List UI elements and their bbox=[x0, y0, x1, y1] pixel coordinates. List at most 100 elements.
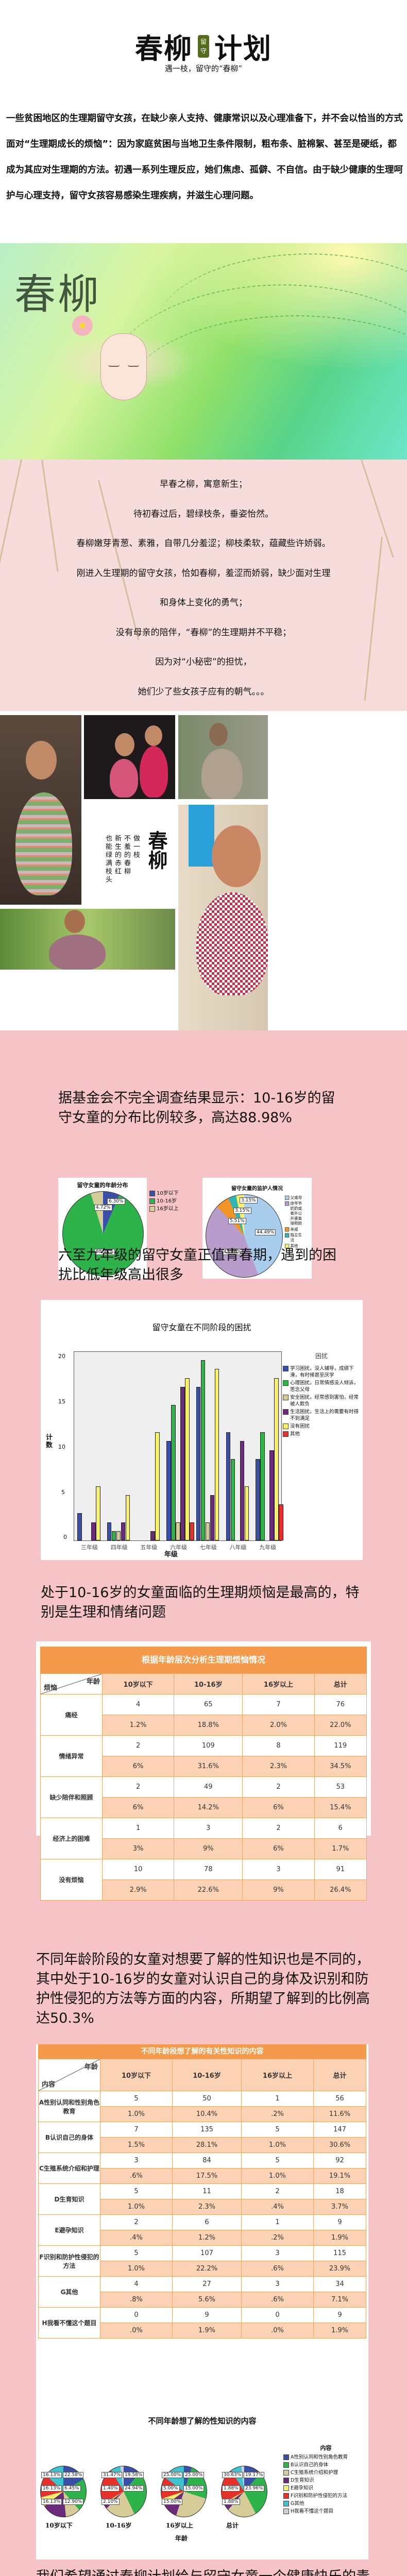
legend-knowledge: 内容 A性别认同和性别角色教育 B认识自己的身体 C生殖系统介绍和护理 D生育知… bbox=[283, 2444, 368, 2516]
pie-slice-label: 12.90% bbox=[63, 2499, 84, 2505]
percent-cell: 7.1% bbox=[313, 2292, 367, 2308]
count-cell: 107 bbox=[172, 2245, 242, 2261]
count-cell: 3 bbox=[241, 2276, 314, 2292]
row-label: 没有烦恼 bbox=[40, 1859, 103, 1901]
percent-cell: 15.4% bbox=[314, 1797, 367, 1818]
column-header: 16岁以上 bbox=[241, 2059, 314, 2091]
pie-slice-label: 24.94% bbox=[123, 2485, 144, 2492]
count-cell: 2 bbox=[101, 1735, 175, 1756]
percent-cell: 6% bbox=[242, 1838, 315, 1859]
count-cell: 84 bbox=[172, 2153, 242, 2168]
column-header: 总计 bbox=[314, 1673, 367, 1694]
table-row: 2.9% 22.6% 9% 26.4% bbox=[41, 1879, 367, 1901]
percent-cell: 1.2% bbox=[101, 1715, 175, 1736]
table-row: E避孕知识 2 6 1 9 bbox=[38, 2214, 367, 2246]
count-cell: 2 bbox=[242, 1776, 315, 1798]
table-row: .8% 5.6% .6% 7.1% bbox=[39, 2292, 367, 2308]
count-cell: 9 bbox=[313, 2214, 367, 2230]
poem-line: 因为对“小秘密”的担忧， bbox=[155, 657, 252, 667]
count-cell: 91 bbox=[314, 1859, 367, 1880]
pie-panel-name: 总计 bbox=[226, 2522, 239, 2529]
table-row: D生育知识 5 11 2 18 bbox=[38, 2183, 367, 2215]
closed-eye-icon bbox=[108, 365, 120, 367]
count-cell: 1 bbox=[101, 1818, 175, 1839]
table-row: 1.0% 22.2% .6% 23.9% bbox=[39, 2261, 367, 2277]
table-row: H我看不懂这个题目 0 9 0 9 bbox=[38, 2307, 367, 2338]
percent-cell: 2.3% bbox=[242, 1756, 315, 1777]
count-cell: 11 bbox=[172, 2183, 242, 2199]
pie-slice-label: 6.45% bbox=[63, 2485, 81, 2492]
pie-slice-label: 19.58% bbox=[123, 2472, 144, 2478]
x-tick-label: 九年级 bbox=[259, 1544, 277, 1551]
pie-panel-name: 10-16岁 bbox=[106, 2522, 132, 2529]
percent-cell: 1.5% bbox=[99, 2137, 173, 2153]
seal-badge: 留 守 bbox=[198, 35, 209, 58]
bar bbox=[111, 1531, 116, 1540]
bar bbox=[166, 1441, 171, 1540]
table-title: 根据年龄层次分析生理期烦恼情况 bbox=[40, 1647, 367, 1673]
percent-cell: .4% bbox=[241, 2199, 314, 2215]
column-header: 10-16岁 bbox=[172, 2059, 242, 2091]
x-axis-label: 年级 bbox=[164, 1551, 178, 1558]
count-cell: 27 bbox=[172, 2276, 242, 2292]
bar bbox=[116, 1531, 121, 1540]
poem-lines: 早春之柳，寓意新生； 待初春过后，碧绿枝条，垂姿怡然。 春柳嫩芽青葱、素雅，自带… bbox=[0, 470, 407, 707]
count-cell: 49 bbox=[174, 1776, 243, 1798]
percent-cell: 10.4% bbox=[172, 2106, 242, 2122]
bar bbox=[176, 1522, 180, 1540]
bar bbox=[230, 1459, 235, 1540]
percent-cell: .6% bbox=[241, 2292, 314, 2308]
column-header: 10-16岁 bbox=[174, 1673, 243, 1694]
page-header: 春柳 留 守 计划 遇一枝，留守的“春柳” bbox=[0, 0, 407, 103]
data-section: 据基金会不完全调查结果显示：10-16岁的留守女童的分布比例较多，高达88.98… bbox=[0, 1030, 407, 2576]
count-cell: 92 bbox=[313, 2153, 367, 2168]
title-right: 计划 bbox=[214, 32, 272, 65]
claim-sex-knowledge: 不同年龄阶段的女童对想要了解的性知识也是不同的，其中处于10-16岁的女童对认识… bbox=[36, 1952, 370, 2026]
count-cell: 135 bbox=[172, 2122, 242, 2138]
bar bbox=[125, 1495, 130, 1540]
count-cell: 7 bbox=[242, 1694, 315, 1715]
count-cell: 76 bbox=[314, 1694, 367, 1715]
table-row: 经济上的困难 1 3 2 6 bbox=[40, 1818, 367, 1859]
bar bbox=[205, 1522, 210, 1540]
row-label: D生育知识 bbox=[38, 2183, 100, 2215]
pie-slice-label: 16.13% bbox=[41, 2472, 62, 2478]
poem-line: 她们少了些女孩子应有的朝气。。。 bbox=[138, 686, 269, 697]
photo-girl-striped-sweater bbox=[0, 715, 81, 905]
closing-statement: 我们希望通过春柳计划给与留守女童一个健康快乐的青春期 bbox=[36, 2567, 371, 2576]
count-cell: 5 bbox=[99, 2183, 173, 2199]
row-label: C生殖系统介绍和护理 bbox=[38, 2153, 100, 2184]
count-cell: 10 bbox=[101, 1859, 175, 1880]
percent-cell: .6% bbox=[241, 2261, 314, 2277]
count-cell: 34 bbox=[313, 2276, 367, 2292]
poem-line: 没有母亲的陪伴，“春柳”的生理期并不平稳； bbox=[115, 627, 292, 638]
percent-cell: 9% bbox=[174, 1838, 243, 1859]
table-row: B认识自己的身体 7 135 5 147 bbox=[38, 2122, 367, 2153]
percent-cell: 6% bbox=[101, 1756, 175, 1777]
percent-cell: 11.6% bbox=[313, 2106, 367, 2122]
count-cell: 3 bbox=[241, 2245, 314, 2261]
pie-slice-label: 5.00% bbox=[162, 2485, 180, 2492]
count-cell: 3 bbox=[174, 1818, 243, 1839]
percent-cell: 6% bbox=[101, 1797, 175, 1818]
column-header: 总计 bbox=[313, 2059, 367, 2091]
percent-cell: 1.0% bbox=[99, 2261, 173, 2277]
x-tick-label: 八年级 bbox=[229, 1544, 247, 1551]
pies-x-axis-label: 年龄 bbox=[175, 2535, 188, 2542]
percent-cell: .2% bbox=[241, 2230, 314, 2246]
photo-girl-village bbox=[178, 715, 268, 799]
count-cell: 119 bbox=[314, 1735, 367, 1756]
percent-cell: 26.4% bbox=[314, 1879, 367, 1901]
table-title: 不同年龄段想了解的有关性知识的内容 bbox=[38, 2044, 366, 2059]
column-header: 10岁以下 bbox=[101, 1673, 175, 1694]
hero-calligraphy: 春柳 bbox=[14, 270, 101, 318]
bar bbox=[96, 1486, 100, 1540]
row-label: H我看不懂这个题目 bbox=[38, 2307, 100, 2338]
closed-eye-icon bbox=[128, 365, 139, 367]
claim-period-troubles: 处于10-16岁的女童面临的生理期烦恼是最高的，特别是生理和情绪问题 bbox=[41, 1585, 360, 1620]
percent-cell: 1.9% bbox=[313, 2323, 367, 2338]
pie-slice-label: 31.47% bbox=[101, 2472, 123, 2478]
pie-slice-label: 15.00% bbox=[183, 2485, 205, 2492]
x-tick-label: 四年级 bbox=[110, 1544, 128, 1551]
bar bbox=[210, 1495, 215, 1540]
